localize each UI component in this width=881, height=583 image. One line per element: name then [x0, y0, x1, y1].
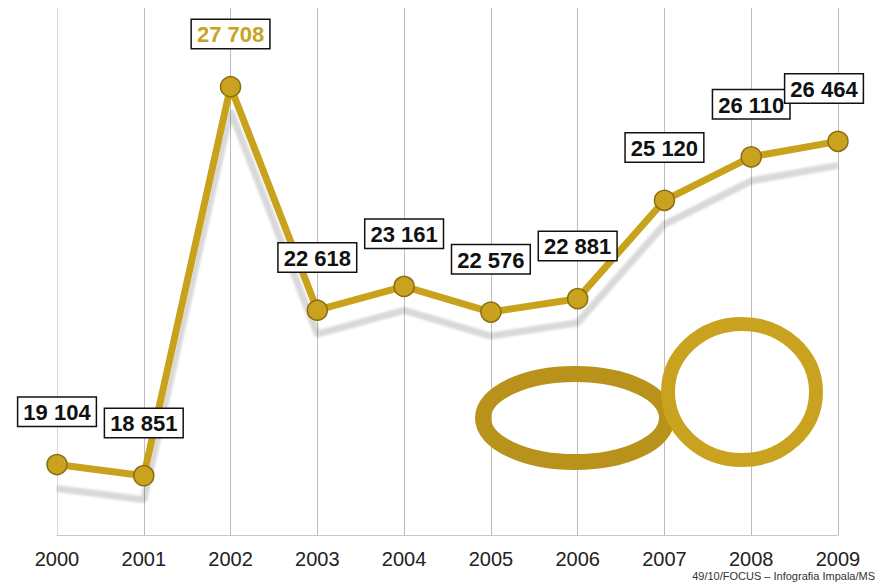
svg-text:2009: 2009	[816, 548, 861, 570]
svg-text:23 161: 23 161	[370, 222, 437, 247]
svg-text:2005: 2005	[469, 548, 514, 570]
svg-text:22 618: 22 618	[284, 246, 351, 271]
svg-text:2003: 2003	[295, 548, 340, 570]
svg-text:2004: 2004	[382, 548, 427, 570]
svg-text:2001: 2001	[122, 548, 167, 570]
svg-text:26 464: 26 464	[790, 77, 858, 102]
svg-text:2007: 2007	[642, 548, 687, 570]
svg-text:25 120: 25 120	[631, 136, 698, 161]
svg-text:2002: 2002	[208, 548, 253, 570]
svg-text:27 708: 27 708	[197, 22, 264, 47]
svg-text:2000: 2000	[35, 548, 80, 570]
svg-text:26 110: 26 110	[718, 93, 784, 118]
svg-text:22 881: 22 881	[544, 234, 611, 259]
svg-text:2006: 2006	[555, 548, 600, 570]
svg-text:22 576: 22 576	[457, 248, 524, 273]
svg-text:18 851: 18 851	[110, 411, 177, 436]
svg-text:2008: 2008	[729, 548, 774, 570]
svg-text:49/10/FOCUS – Infografia Impal: 49/10/FOCUS – Infografia Impala/MS	[692, 570, 875, 582]
svg-text:19 104: 19 104	[23, 400, 91, 425]
